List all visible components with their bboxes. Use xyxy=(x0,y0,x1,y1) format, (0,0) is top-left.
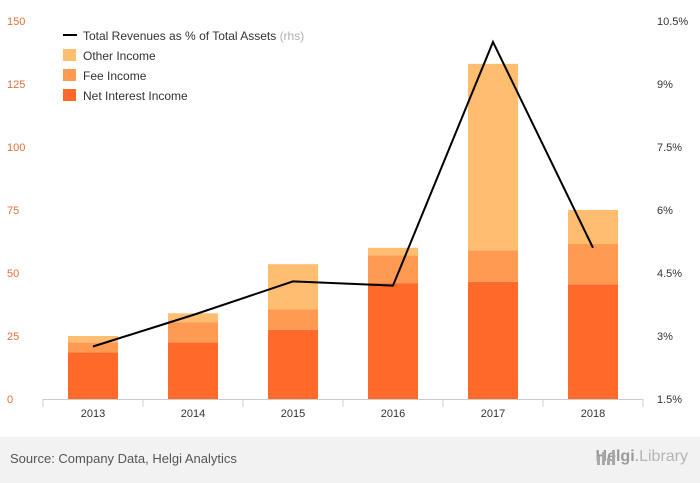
bar-segment xyxy=(68,336,118,343)
bar-segment xyxy=(368,255,418,284)
bar-segment xyxy=(268,329,318,399)
legend: Total Revenues as % of Total Assets (rhs… xyxy=(63,29,304,103)
y-right-tick-label: 6% xyxy=(657,205,673,217)
y-right-tick-label: 1.5% xyxy=(657,394,682,406)
footer: Source: Company Data, Helgi Analytics He… xyxy=(0,437,700,483)
brand-suffix: Library xyxy=(639,448,688,465)
revenue-ratio-line xyxy=(92,39,594,348)
bar-segment xyxy=(568,244,618,285)
y-right-tick-label: 9% xyxy=(657,79,673,91)
x-tick-label: 2013 xyxy=(81,408,105,420)
y-right-tick-label: 7.5% xyxy=(657,142,682,154)
y-left-tick-label: 50 xyxy=(7,268,19,280)
y-left-tick-label: 75 xyxy=(7,205,19,217)
bar-segment xyxy=(568,210,618,245)
bar-segment xyxy=(468,281,518,399)
bar-segment xyxy=(468,250,518,282)
y-left-tick-label: 125 xyxy=(7,79,25,91)
y-left-tick-label: 100 xyxy=(7,142,25,154)
chart-svg: 0 25 50 75 100 125 150 1.5% 3% 4.5% 6% 7.5% 9% 10.5%… xyxy=(7,16,688,420)
legend-swatch-fee-income xyxy=(63,69,76,81)
x-tick-label: 2014 xyxy=(181,408,205,420)
legend-line-label: Total Revenues as % of Total Assets (rhs… xyxy=(83,29,304,43)
legend-label-other-income: Other Income xyxy=(83,49,156,63)
bar-segment xyxy=(368,247,418,256)
bar-segment xyxy=(468,63,518,251)
x-tick-label: 2018 xyxy=(581,408,605,420)
y-left-tick-label: 0 xyxy=(7,394,13,406)
bar-segment xyxy=(168,313,218,323)
bar-segment xyxy=(268,309,318,330)
bar-segment xyxy=(68,352,118,399)
x-tick-label: 2016 xyxy=(381,408,405,420)
x-axis: 2013 2014 2015 2016 2017 2018 xyxy=(42,399,644,420)
brand-logo[interactable]: Helgi. Library xyxy=(596,448,688,466)
x-tick-label: 2015 xyxy=(281,408,305,420)
bar-segment xyxy=(368,283,418,399)
bar-chart-icon xyxy=(596,450,615,465)
bar-segment xyxy=(568,284,618,399)
legend-swatch-net-interest-income xyxy=(63,89,76,101)
legend-label-net-interest-income: Net Interest Income xyxy=(83,89,188,103)
y-right-tick-label: 3% xyxy=(657,331,673,343)
y-right-tick-label: 10.5% xyxy=(657,16,688,28)
bar-segment xyxy=(68,342,118,353)
legend-swatch-other-income xyxy=(63,49,76,61)
bars-group xyxy=(68,63,618,399)
source-note: Source: Company Data, Helgi Analytics xyxy=(10,451,237,466)
brand-name: Helgi xyxy=(595,448,635,465)
left-axis: 0 25 50 75 100 125 150 xyxy=(7,16,25,406)
y-right-tick-label: 4.5% xyxy=(657,268,682,280)
y-left-tick-label: 25 xyxy=(7,331,19,343)
brand-dot: . xyxy=(634,448,640,465)
legend-label-fee-income: Fee Income xyxy=(83,69,147,83)
bar-segment xyxy=(168,342,218,399)
right-axis: 1.5% 3% 4.5% 6% 7.5% 9% 10.5% xyxy=(657,16,688,406)
y-left-tick-label: 150 xyxy=(7,16,25,28)
bar-segment xyxy=(168,322,218,343)
x-tick-label: 2017 xyxy=(481,408,505,420)
